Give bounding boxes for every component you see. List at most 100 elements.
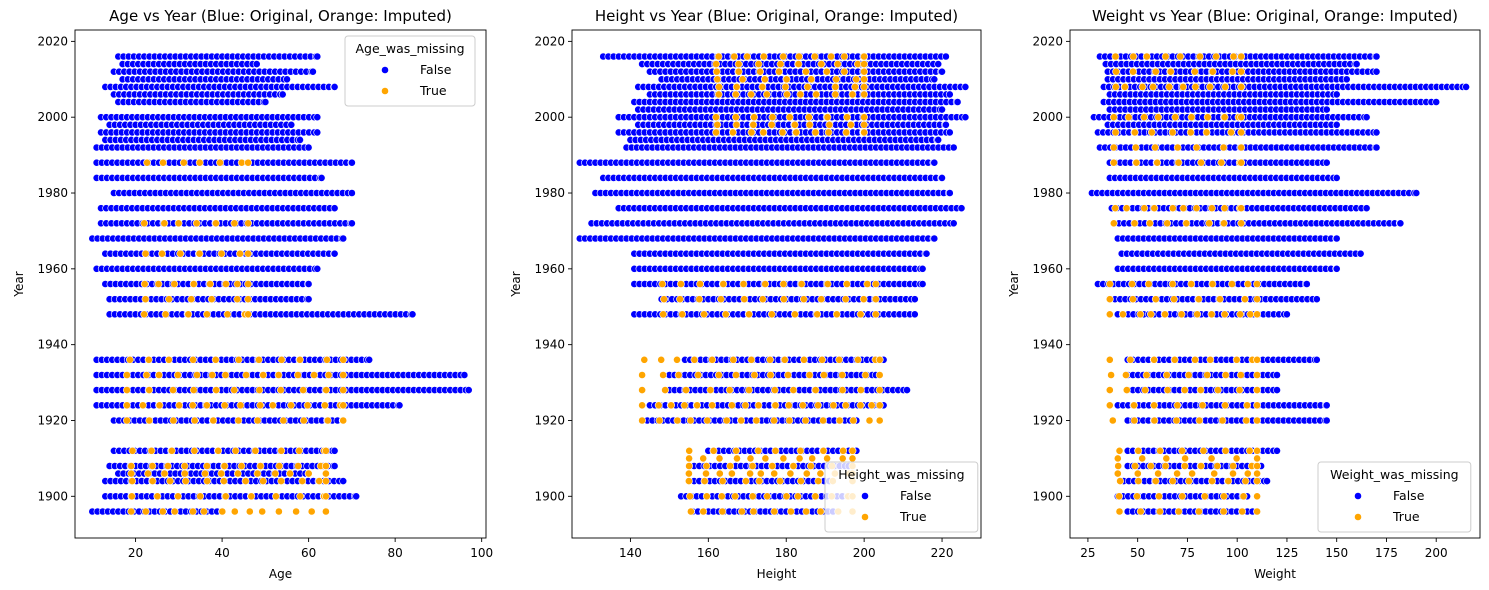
- data-point: [313, 264, 322, 273]
- data-point: [1332, 234, 1341, 243]
- data-point: [782, 492, 791, 501]
- data-point: [655, 416, 664, 425]
- data-point: [254, 355, 263, 364]
- data-point: [713, 75, 722, 84]
- data-point: [640, 355, 649, 364]
- data-point: [236, 249, 244, 258]
- data-point: [339, 355, 348, 364]
- data-point: [677, 280, 685, 288]
- data-point: [685, 477, 693, 485]
- data-point: [800, 355, 808, 364]
- data-point: [875, 386, 884, 394]
- data-point: [796, 90, 805, 99]
- x-tick-label: 160: [697, 546, 720, 560]
- data-point: [180, 462, 189, 470]
- data-point: [283, 75, 291, 84]
- data-point: [321, 462, 330, 470]
- data-point: [208, 371, 217, 379]
- data-point: [233, 469, 242, 478]
- data-point: [203, 462, 211, 470]
- data-point: [714, 52, 723, 61]
- data-point: [258, 507, 267, 516]
- data-point: [142, 371, 151, 379]
- data-point: [143, 158, 151, 167]
- data-point: [732, 83, 741, 91]
- data-point: [718, 477, 727, 485]
- data-point: [144, 469, 152, 478]
- data-point: [330, 83, 339, 91]
- data-point: [236, 401, 245, 410]
- data-point: [795, 454, 804, 463]
- data-point: [1372, 67, 1381, 76]
- data-point: [786, 469, 795, 478]
- data-point: [274, 507, 283, 516]
- data-point: [699, 454, 708, 463]
- data-point: [794, 492, 802, 501]
- data-point: [153, 492, 162, 501]
- data-point: [174, 219, 183, 228]
- data-point: [702, 492, 711, 501]
- x-axis-label: Height: [757, 567, 797, 581]
- data-point: [293, 371, 302, 379]
- data-point: [867, 401, 876, 410]
- data-point: [173, 371, 182, 379]
- data-point: [799, 295, 808, 304]
- data-point: [148, 477, 157, 485]
- data-point: [268, 401, 277, 410]
- data-point: [123, 386, 131, 394]
- data-point: [220, 401, 229, 410]
- data-point: [339, 371, 348, 379]
- weight-vs-year-panel: 25 50 75 100 125 150 175 2001900192019401960198…: [1007, 7, 1481, 581]
- data-point: [315, 477, 324, 485]
- data-point: [217, 469, 226, 478]
- data-point: [230, 386, 239, 394]
- data-point: [278, 90, 287, 99]
- y-tick-label: 1980: [37, 186, 68, 200]
- data-point: [838, 454, 847, 463]
- data-point: [756, 469, 765, 478]
- y-tick-label: 1940: [37, 338, 68, 352]
- data-point: [256, 401, 265, 410]
- data-point: [658, 280, 667, 288]
- data-point: [158, 249, 166, 258]
- x-axis-label: Age: [269, 567, 292, 581]
- x-tick-label: 20: [128, 546, 143, 560]
- data-point: [961, 113, 970, 122]
- data-point: [147, 446, 156, 455]
- data-point: [673, 416, 682, 425]
- data-point: [838, 386, 847, 394]
- data-point: [339, 401, 348, 410]
- data-point: [871, 280, 880, 288]
- plot-area-frame: [571, 29, 982, 539]
- chart-title: Height vs Year (Blue: Original, Orange: …: [595, 7, 958, 25]
- data-point: [347, 158, 356, 167]
- data-point: [1372, 143, 1381, 152]
- data-point: [734, 67, 743, 76]
- data-point: [245, 507, 254, 516]
- data-point: [673, 355, 681, 364]
- data-point: [211, 355, 220, 364]
- data-point: [763, 90, 771, 99]
- data-point: [123, 416, 131, 425]
- data-point: [942, 52, 950, 61]
- data-point: [860, 83, 868, 91]
- data-point: [219, 477, 228, 485]
- data-point: [750, 371, 759, 379]
- data-point: [789, 462, 798, 470]
- data-point: [1372, 128, 1381, 137]
- data-point: [730, 52, 739, 61]
- data-point: [842, 128, 851, 137]
- data-point: [244, 310, 252, 319]
- data-point: [860, 60, 868, 68]
- data-point: [242, 371, 251, 379]
- data-point: [787, 507, 795, 516]
- data-point: [758, 295, 767, 304]
- data-point: [728, 469, 736, 478]
- data-point: [770, 507, 779, 516]
- data-point: [464, 386, 473, 394]
- x-tick-label: 60: [301, 546, 316, 560]
- scatter-points: [575, 52, 970, 516]
- data-point: [685, 446, 694, 455]
- y-tick-label: 1980: [534, 186, 565, 200]
- data-point: [164, 355, 173, 364]
